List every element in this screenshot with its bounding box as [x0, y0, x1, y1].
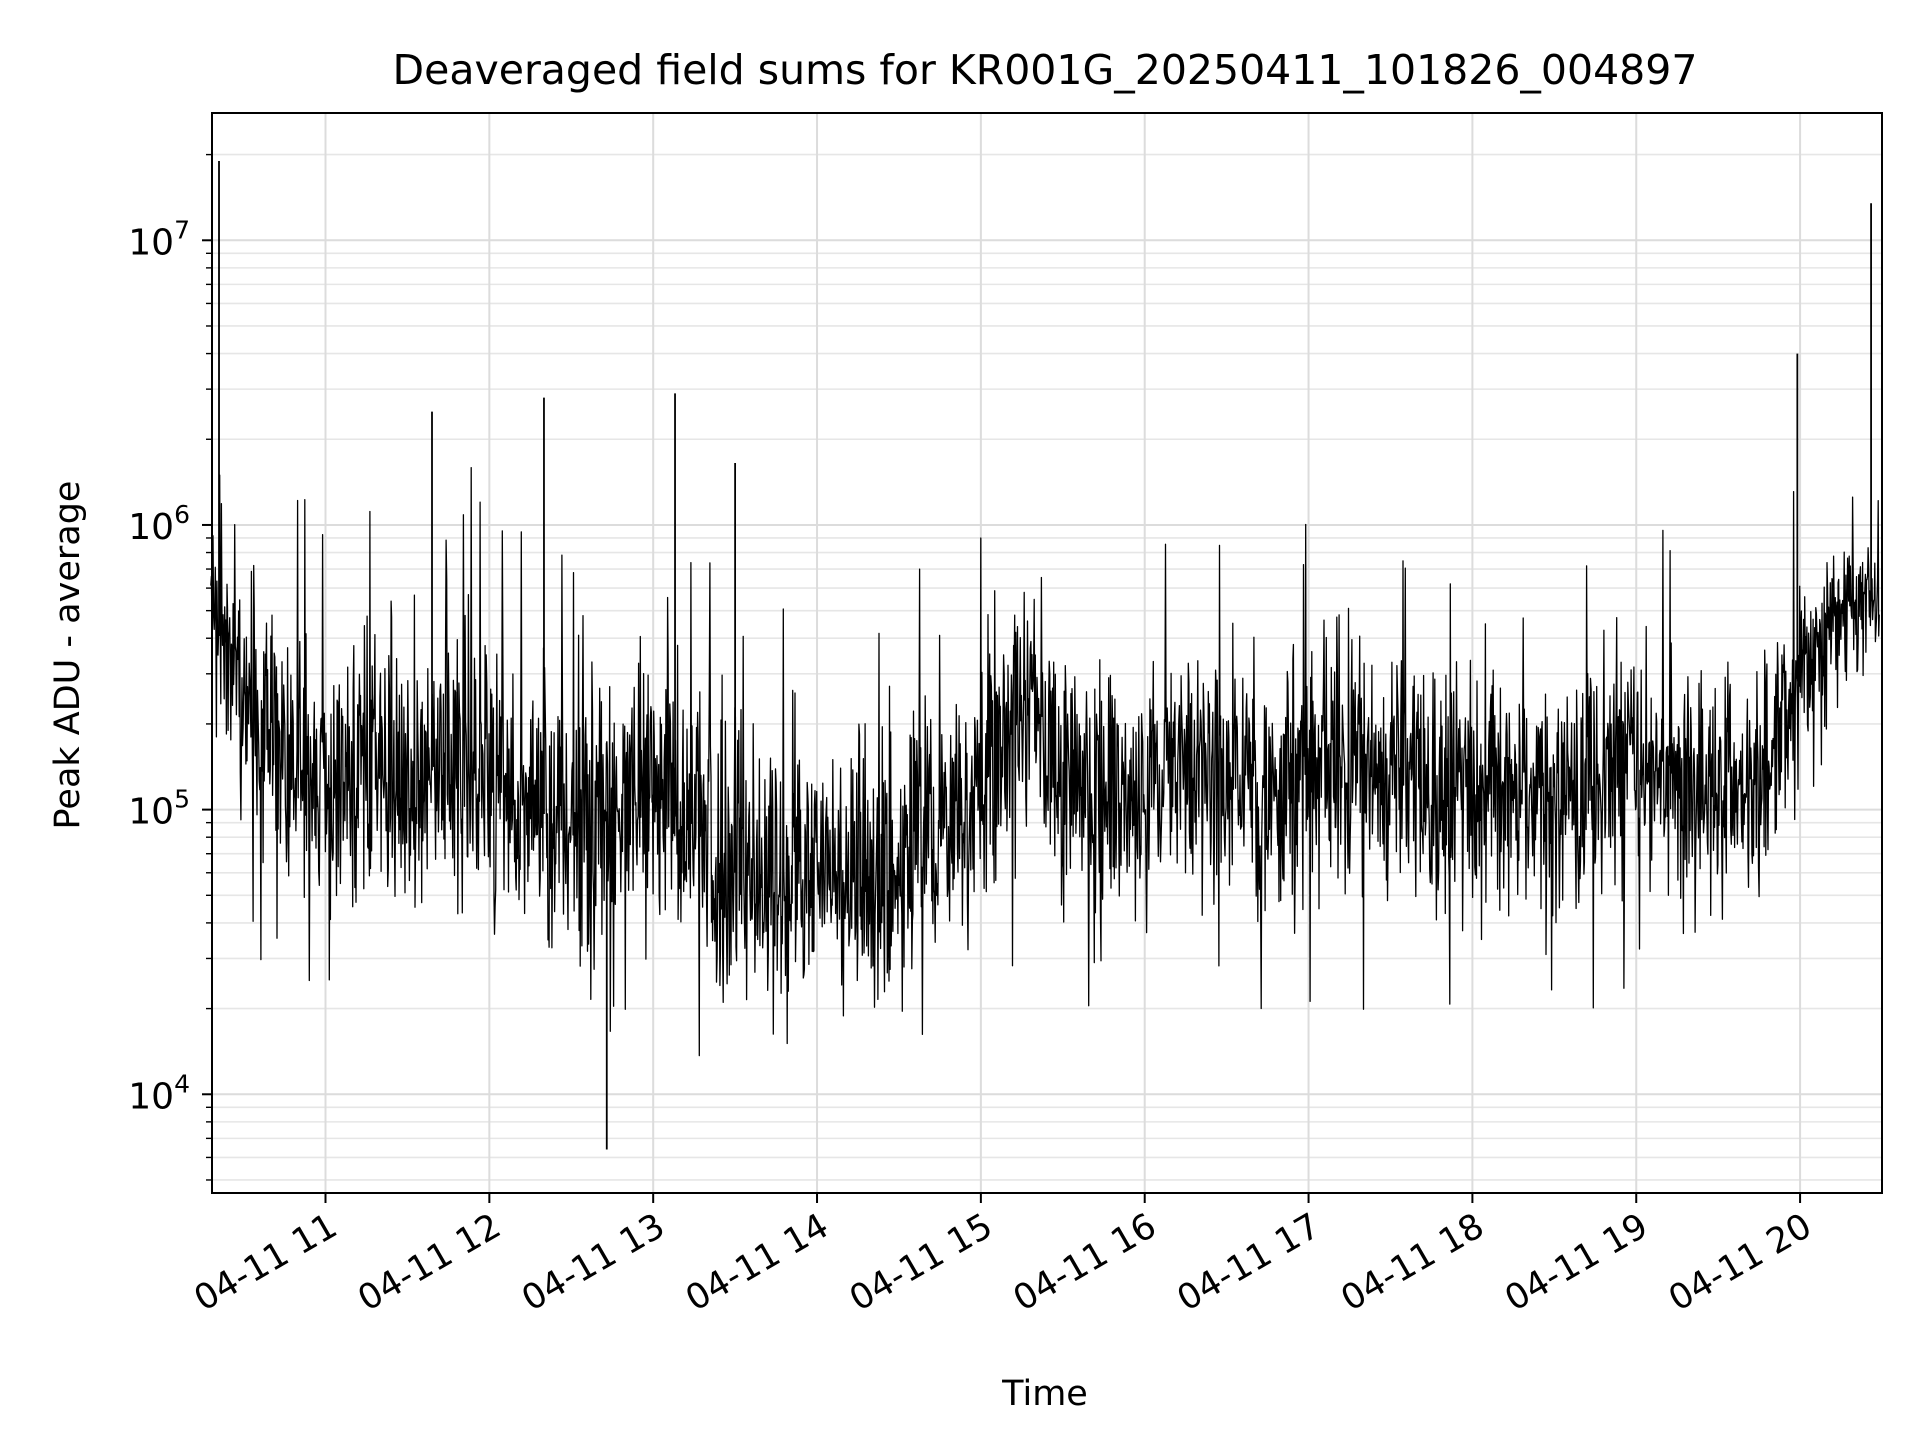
chart-title: Deaveraged field sums for KR001G_2025041… [393, 46, 1698, 94]
data-layer [210, 160, 1880, 1150]
y-tick-label: 105 [128, 785, 190, 833]
plot-frame [211, 112, 1883, 1194]
y-tick-label: 104 [128, 1069, 190, 1117]
y-tick-label: 106 [128, 500, 190, 548]
y-axis-label: Peak ADU - average [48, 481, 88, 830]
grid [212, 113, 1882, 1193]
y-tick-label: 107 [128, 215, 190, 263]
x-axis-label: Time [1001, 1374, 1088, 1414]
series-line [210, 466, 1880, 1057]
